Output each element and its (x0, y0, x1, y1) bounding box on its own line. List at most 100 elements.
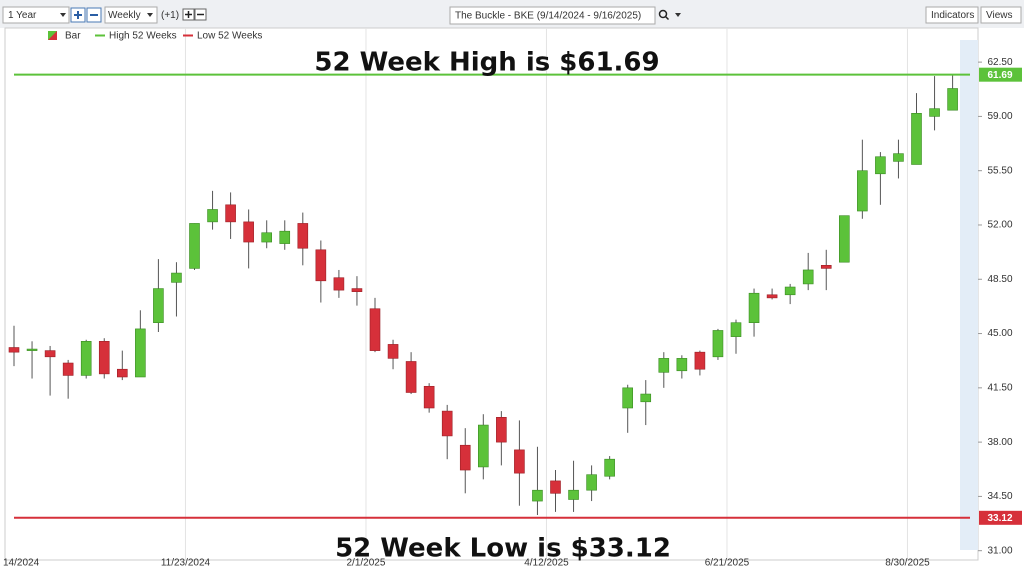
x-tick-label: 11/23/2024 (161, 558, 211, 569)
annotation: 52 Week Low is $33.12 (335, 534, 671, 564)
candle-body (62, 362, 74, 376)
candle-body (279, 230, 291, 244)
candle-body (423, 385, 435, 409)
plus-icon (74, 11, 82, 19)
candle-body (207, 209, 218, 223)
y-tick-label: 38.00 (987, 437, 1012, 448)
candle-body (947, 88, 958, 111)
interval-label: Weekly (108, 10, 141, 21)
x-tick-label: 2/1/2025 (347, 558, 386, 569)
candle-body (135, 328, 146, 378)
search-icon-handle (664, 15, 670, 21)
candle-body (333, 277, 345, 291)
candle-body (171, 272, 182, 283)
y-tick-label: 62.50 (987, 57, 1012, 68)
indicators-label: Indicators (931, 10, 974, 21)
price-tag-label: 33.12 (987, 513, 1012, 524)
candle-body (315, 249, 327, 282)
symbol-box[interactable] (449, 6, 656, 25)
candle-body (405, 361, 417, 393)
price-tag (979, 510, 1022, 525)
candle-body (153, 288, 164, 323)
dropdown-arrow[interactable] (675, 13, 681, 17)
y-tick-label: 34.50 (987, 491, 1012, 502)
x-tick-label: 8/30/2025 (885, 558, 930, 569)
offset-label: (+1) (161, 10, 179, 21)
price-tag-label: 61.69 (987, 70, 1012, 81)
range-label: 1 Year (8, 10, 37, 21)
candle-body (784, 286, 796, 296)
candle-body (297, 223, 309, 249)
candle-body (730, 322, 742, 337)
candle-body (568, 489, 579, 500)
candle-body (117, 368, 128, 378)
candle-body (748, 292, 760, 323)
current-period-highlight (960, 40, 978, 550)
annotation: 52 Week High is $61.69 (314, 48, 659, 78)
x-tick-label: 6/21/2025 (705, 558, 750, 569)
candle-body (477, 424, 489, 468)
x-tick-label: 14/2024 (3, 558, 40, 569)
candle-body (929, 108, 940, 117)
legend-swatch-part (48, 31, 57, 40)
dropdown-arrow (60, 13, 66, 17)
candle-body (622, 387, 634, 409)
search-icon[interactable] (658, 9, 668, 19)
plus-icon (185, 11, 192, 18)
candle-body (604, 458, 615, 477)
plot-area (4, 27, 979, 561)
candle-body (550, 480, 561, 494)
dropdown-arrow (147, 13, 153, 17)
candle-body (189, 223, 200, 269)
y-tick-label: 48.50 (987, 274, 1012, 285)
y-tick-label: 52.00 (987, 220, 1012, 231)
candle-body (351, 288, 363, 292)
candle-body (459, 444, 471, 471)
legend-label: Low 52 Weeks (197, 31, 262, 42)
views-button[interactable] (980, 6, 1022, 24)
candle-body (802, 269, 814, 285)
candle-body (658, 358, 670, 373)
indicators-button[interactable] (925, 6, 979, 24)
candle-body (243, 221, 254, 243)
candle-body (676, 358, 688, 372)
range-dropdown[interactable] (2, 6, 70, 24)
legend-label: High 52 Weeks (109, 31, 177, 42)
candle-body (387, 344, 399, 359)
symbol-title: The Buckle - BKE (9/14/2024 - 9/16/2025) (455, 11, 641, 22)
price-tag (979, 67, 1022, 82)
candle-body (532, 489, 543, 502)
candle-body (766, 294, 778, 299)
candle-body (26, 348, 38, 351)
candle-body (694, 351, 706, 370)
x-tick-label: 4/12/2025 (524, 558, 569, 569)
candle-body (369, 308, 381, 351)
y-tick-label: 45.00 (987, 328, 1012, 339)
candle-body (875, 156, 886, 175)
candle-body (838, 215, 850, 263)
candle-body (893, 153, 904, 162)
candle-body (80, 341, 92, 376)
y-tick-label: 55.50 (987, 165, 1012, 176)
candle-body (640, 393, 652, 403)
candle-body (586, 474, 597, 491)
candle-body (496, 417, 507, 443)
interval-dropdown[interactable] (104, 6, 158, 24)
candle-body (712, 330, 724, 358)
candle-body (514, 449, 525, 474)
candle-body (820, 265, 832, 269)
candle-body (857, 170, 868, 212)
candle-body (911, 113, 922, 165)
candle-body (261, 232, 273, 243)
candle-body (8, 347, 20, 353)
candle-body (98, 341, 110, 375)
y-tick-label: 59.00 (987, 111, 1012, 122)
legend-label: Bar (65, 31, 81, 42)
y-tick-label: 41.50 (987, 382, 1012, 393)
candle-body (441, 410, 453, 437)
candle-body (44, 350, 56, 358)
y-tick-label: 31.00 (987, 545, 1012, 556)
views-label: Views (986, 10, 1013, 21)
candle-body (225, 204, 236, 223)
